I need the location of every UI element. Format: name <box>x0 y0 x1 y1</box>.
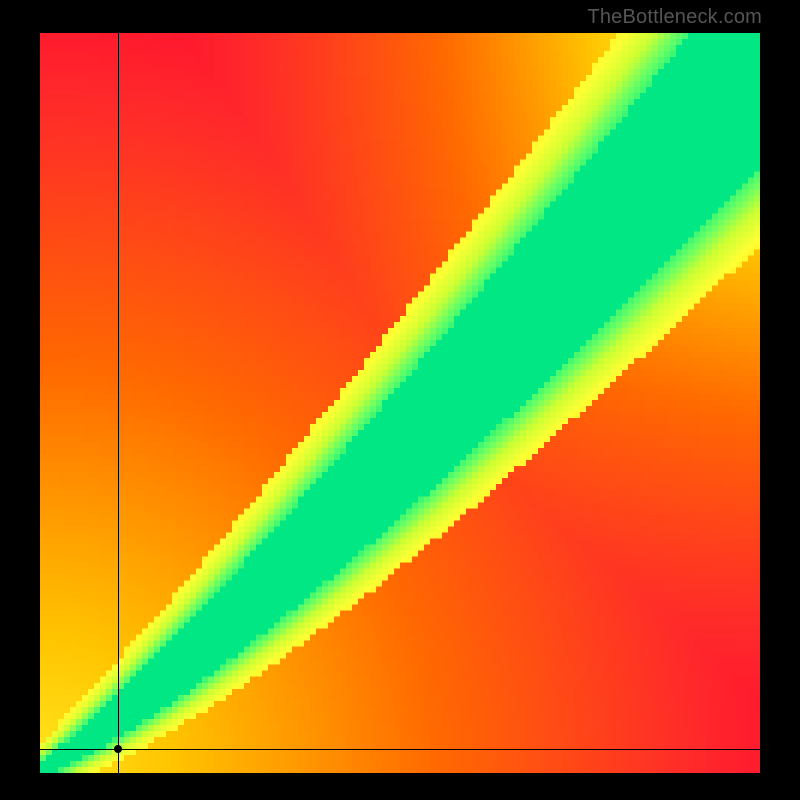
crosshair-marker <box>114 745 122 753</box>
plot-area <box>40 33 760 773</box>
attribution-text: TheBottleneck.com <box>587 6 762 29</box>
crosshair-vertical <box>118 33 119 773</box>
crosshair-horizontal <box>40 749 760 750</box>
heatmap-canvas <box>40 33 760 773</box>
